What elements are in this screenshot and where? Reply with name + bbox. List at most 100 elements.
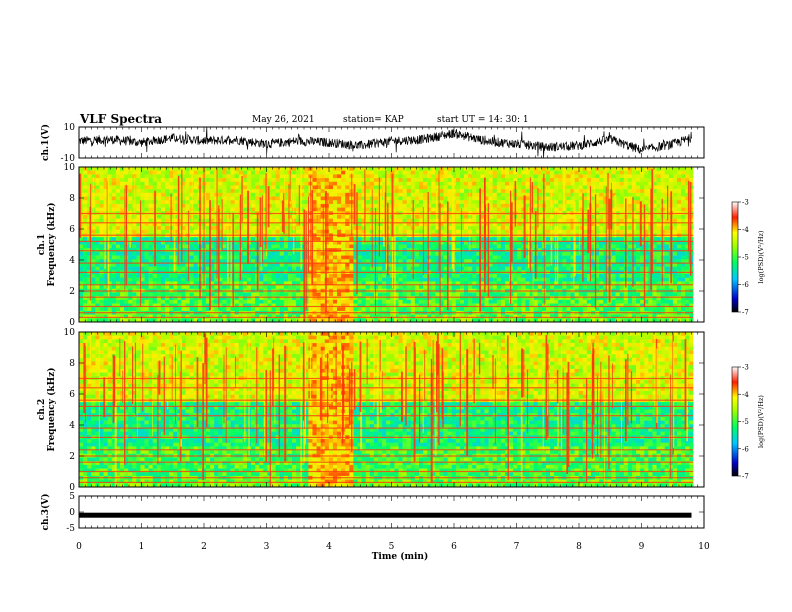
spectrogram-cell <box>107 237 113 242</box>
spectrogram-cell <box>566 203 571 208</box>
spectrogram-cell <box>455 229 461 234</box>
spectrogram-cell <box>111 281 117 286</box>
spectrogram-cell <box>107 222 113 227</box>
spectrogram-cell <box>222 214 227 219</box>
spectrogram-cell <box>443 226 448 231</box>
spectrogram-cell <box>160 277 166 282</box>
spectrogram-cell <box>144 226 149 231</box>
spectrogram-cell <box>222 196 227 201</box>
spectrogram-cell <box>107 203 113 208</box>
spectrogram-cell <box>210 222 215 227</box>
spectrogram-cell <box>283 196 289 201</box>
spectrogram-cell <box>488 255 493 260</box>
spectrogram-cell <box>406 277 412 282</box>
spectrogram-cell <box>476 277 481 282</box>
spectrogram-cell <box>590 192 596 197</box>
spectrogram-cell <box>140 189 145 194</box>
spectrogram-cell <box>214 277 219 282</box>
spectrogram-cell <box>308 274 313 279</box>
spectrogram-cell <box>603 277 608 282</box>
spectrogram-cell <box>251 237 256 242</box>
spectrogram-cell <box>599 240 604 245</box>
spectrogram-cell <box>115 222 121 227</box>
spectrogram-cell <box>627 226 633 231</box>
spectrogram-cell <box>627 167 633 171</box>
spectrogram-cell <box>414 274 420 279</box>
spectrogram-cell <box>603 266 608 271</box>
spectrogram-cell <box>427 196 432 201</box>
spectrogram-cell <box>500 244 506 249</box>
spectrogram-cell <box>513 277 518 282</box>
spectrogram-cell <box>132 240 137 245</box>
spectrogram-cell <box>476 185 481 190</box>
spectrogram-cell <box>484 226 489 231</box>
spectrogram-cell <box>500 174 506 179</box>
spectrogram-cell <box>115 255 121 260</box>
spectrogram-cell <box>672 229 678 234</box>
spectrogram-cell <box>423 222 428 227</box>
spectrogram-cell <box>504 181 510 186</box>
spectrogram-cell <box>234 237 240 242</box>
spectrogram-cell <box>431 207 436 212</box>
spectrogram-cell <box>570 189 575 194</box>
spectrogram-cell <box>640 237 645 242</box>
spectrogram-cell <box>517 196 522 201</box>
spectrogram-cell <box>582 277 588 282</box>
spectrogram-cell <box>525 262 530 267</box>
spectrogram-cell <box>398 185 403 190</box>
spectrogram-cell <box>644 178 649 183</box>
spectrogram-cell <box>87 192 92 197</box>
spectrogram-cell <box>676 203 682 208</box>
spectrogram-cell <box>603 259 608 264</box>
spectrogram-cell <box>95 229 100 234</box>
spectrogram-cell <box>218 251 223 256</box>
spectrogram-cell <box>586 207 592 212</box>
spectrogram-cell <box>636 174 641 179</box>
spectrogram-cell <box>140 207 145 212</box>
spectrogram-cell <box>685 229 690 234</box>
spectrogram-cell <box>361 281 367 286</box>
spectrogram-cell <box>279 170 285 175</box>
spectrogram-cell <box>656 229 661 234</box>
spectrogram-cell <box>115 181 121 186</box>
spectrogram-cell <box>570 200 575 205</box>
spectrogram-cell <box>160 196 166 201</box>
spectrogram-cell <box>484 170 489 175</box>
spectrogram-cell <box>603 174 608 179</box>
spectrogram-cell <box>324 196 330 201</box>
spectrogram-cell <box>480 244 485 249</box>
spectrogram-cell <box>574 266 579 271</box>
spectrogram-cell <box>95 222 100 227</box>
spectrogram-cell <box>464 229 469 234</box>
spectrogram-cell <box>640 196 645 201</box>
spectrogram-cell <box>246 178 252 183</box>
spectrogram-cell <box>312 170 317 175</box>
spectrogram-cell <box>533 196 539 201</box>
spectrogram-cell <box>570 203 575 208</box>
spectrogram-cell <box>357 244 362 249</box>
spectrogram-cell <box>251 189 256 194</box>
spectrogram-cell <box>476 274 481 279</box>
spectrogram-cell <box>681 277 686 282</box>
spectrogram-cell <box>443 207 448 212</box>
spectrogram-cell <box>566 174 571 179</box>
spectrogram-cell <box>504 274 510 279</box>
spectrogram-cell <box>156 274 162 279</box>
spectrogram-cell <box>390 167 395 171</box>
spectrogram-cell <box>177 196 182 201</box>
spectrogram-cell <box>234 185 240 190</box>
spectrogram-cell <box>423 226 428 231</box>
spectrogram-cell <box>414 266 420 271</box>
spectrogram-cell <box>103 178 108 183</box>
spectrogram-cell <box>525 207 530 212</box>
spectrogram-cell <box>185 274 190 279</box>
spectrogram-cell <box>676 262 682 267</box>
spectrogram-cell <box>99 266 104 271</box>
spectrogram-cell <box>685 178 690 183</box>
spectrogram-cell <box>341 274 346 279</box>
spectrogram-cell <box>496 214 502 219</box>
spectrogram-cell <box>296 259 301 264</box>
spectrogram-cell <box>91 266 96 271</box>
spectrogram-cell <box>566 262 571 267</box>
spectrogram-cell <box>107 207 113 212</box>
